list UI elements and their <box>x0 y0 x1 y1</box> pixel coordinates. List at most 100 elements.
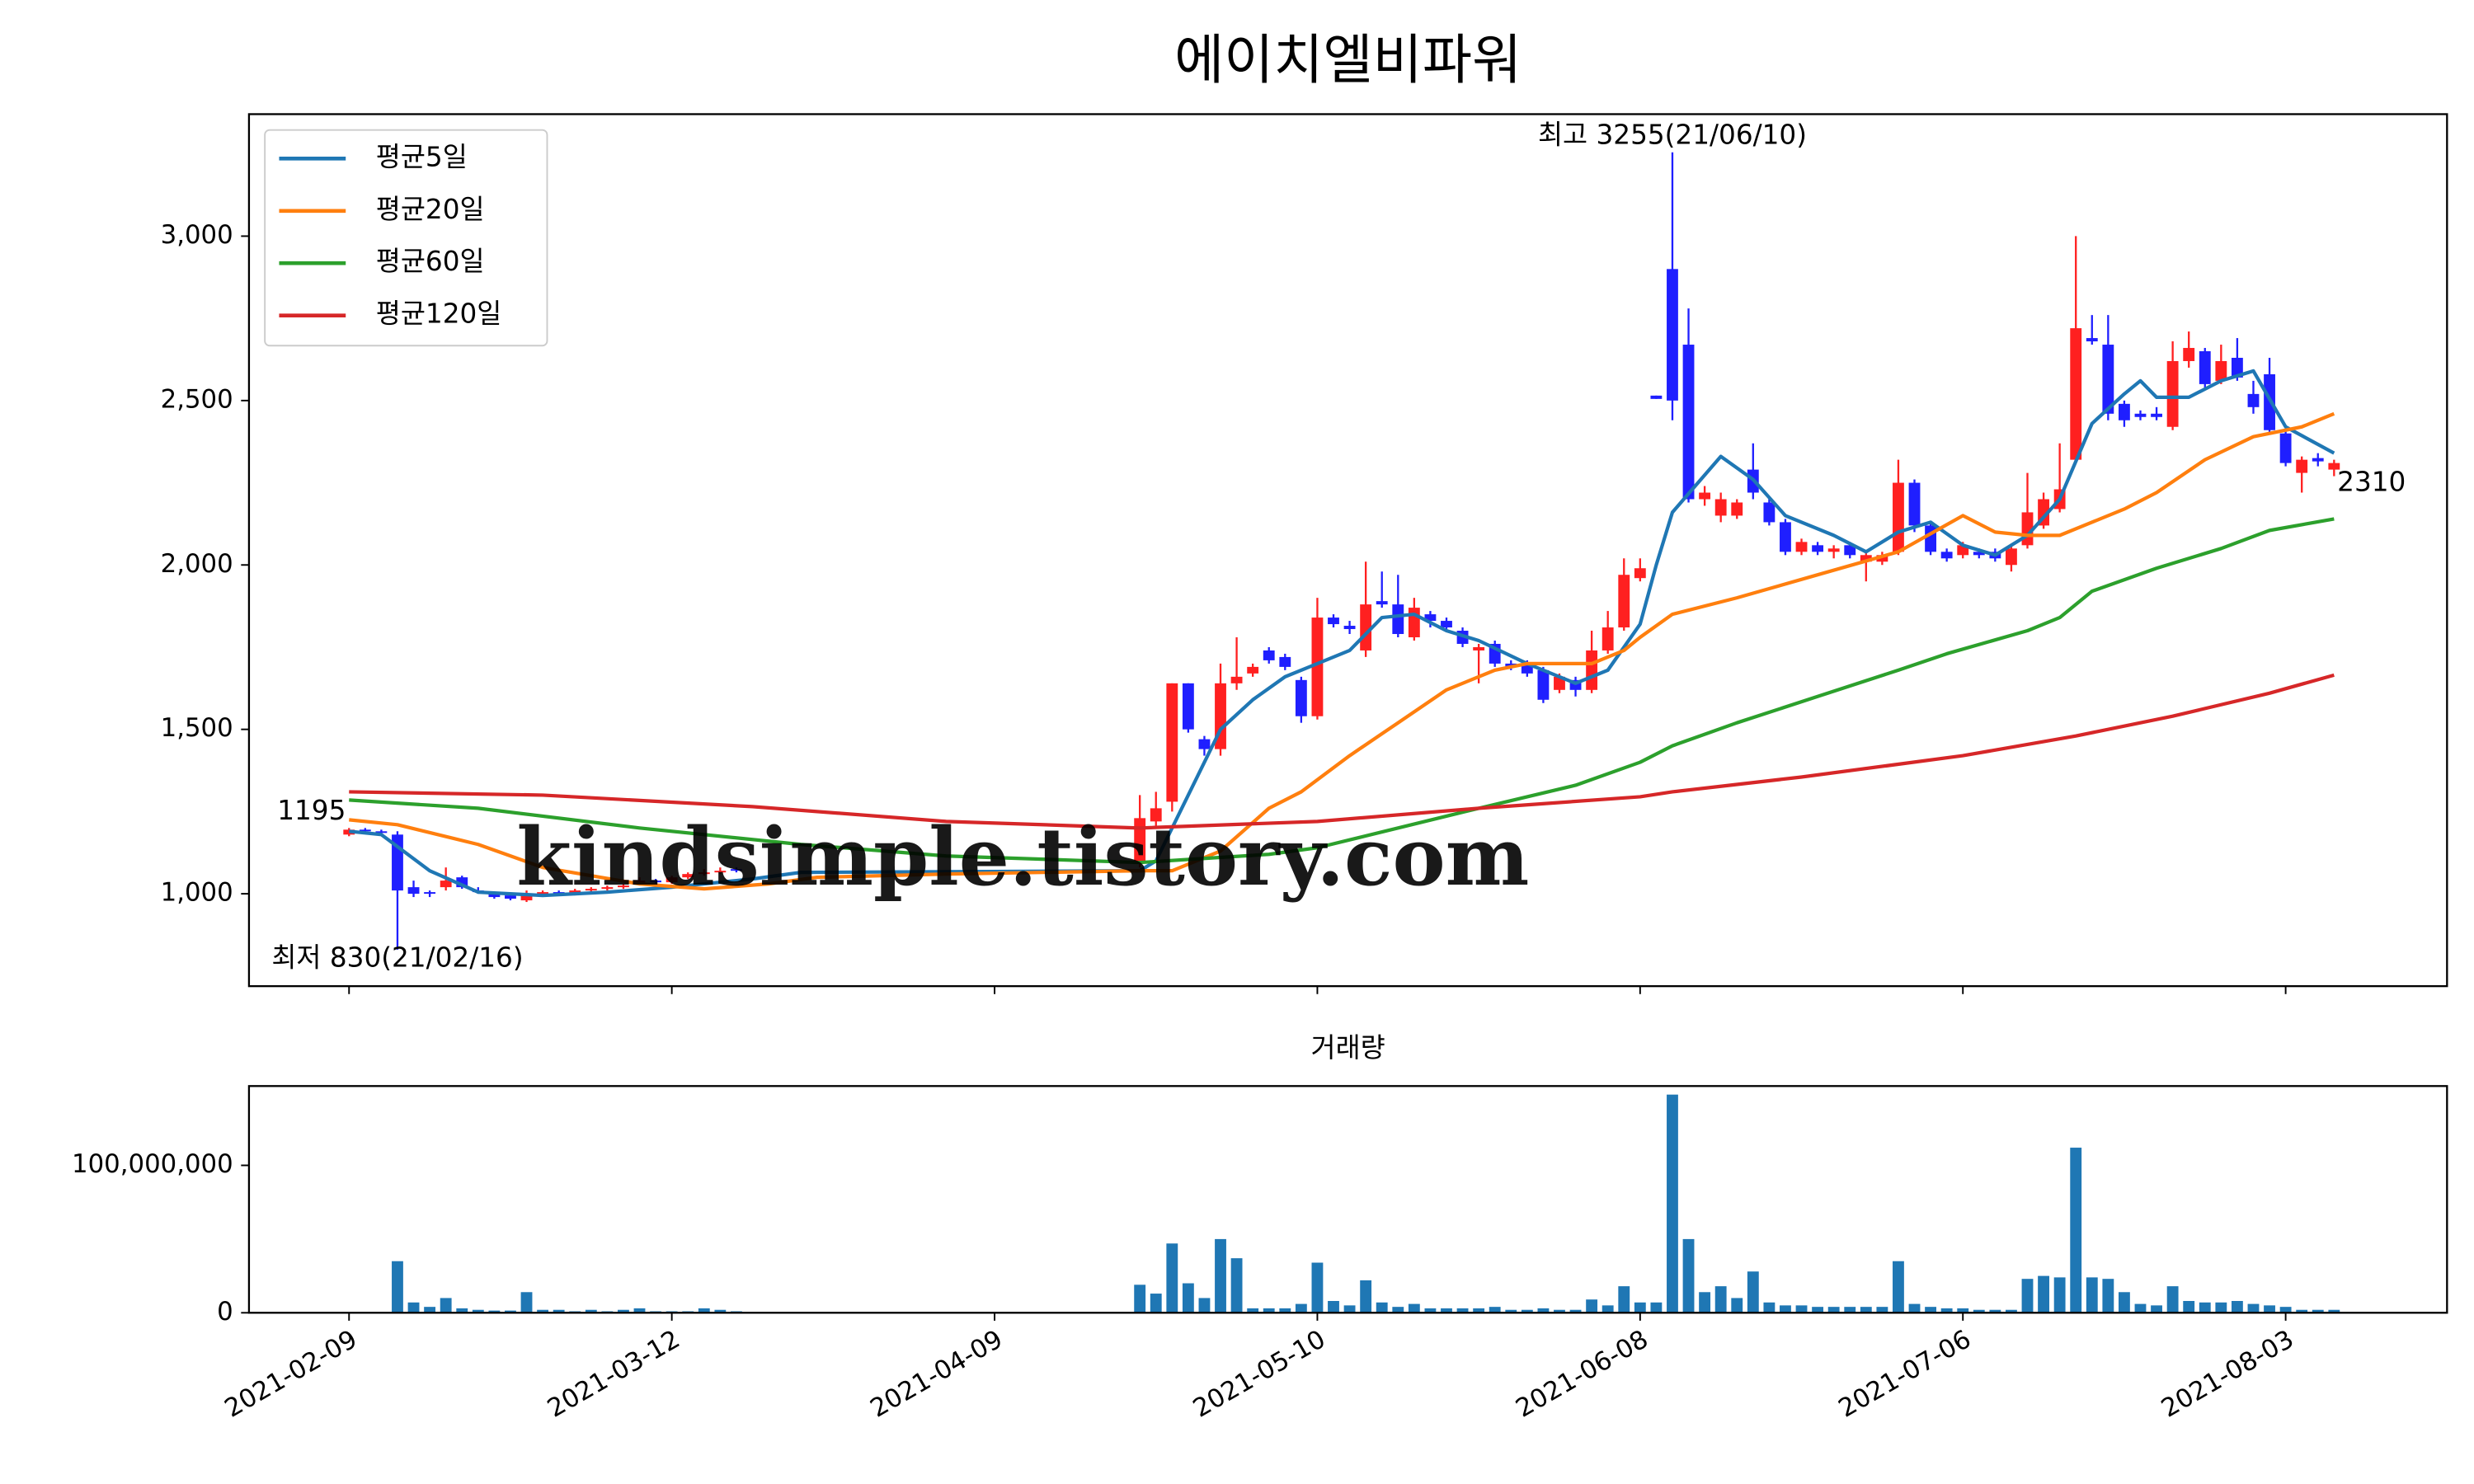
candle-body <box>1860 555 1872 562</box>
y-tick-label: 1,500 <box>161 713 233 743</box>
volume-bar <box>1827 1307 1840 1313</box>
volume-bar <box>2038 1275 2049 1313</box>
volume-bar <box>633 1308 646 1313</box>
candle-body <box>1908 482 1921 526</box>
volume-bar <box>1860 1307 1872 1313</box>
candle-body <box>1473 646 1485 650</box>
y-tick-label: 2,500 <box>161 384 233 414</box>
candle-body <box>359 829 371 832</box>
volume-bar <box>1780 1305 1791 1313</box>
volume-bar <box>585 1309 597 1313</box>
volume-bar <box>2247 1303 2260 1313</box>
volume-bar <box>1667 1094 1678 1313</box>
volume-bar <box>1343 1305 1356 1313</box>
candle-body <box>1360 604 1372 650</box>
candle-body <box>1279 656 1291 667</box>
annotation: 최저 830(21/02/16) <box>271 942 523 973</box>
candle-body <box>1973 552 1985 556</box>
volume-bar <box>1441 1308 1452 1313</box>
volume-bars <box>343 1094 2340 1313</box>
volume-bar <box>1166 1243 1178 1313</box>
candle-body <box>1537 669 1550 700</box>
volume-bar <box>2279 1307 2292 1313</box>
candle-body <box>1392 604 1404 635</box>
candle-body <box>1893 482 1904 552</box>
candle-body <box>2199 351 2211 384</box>
volume-bar <box>1554 1309 1565 1313</box>
volume-bar <box>698 1308 710 1313</box>
candle-body <box>2070 328 2082 460</box>
candle-body <box>1376 601 1388 605</box>
volume-bar <box>2134 1303 2147 1313</box>
volume-bar <box>1295 1303 1307 1313</box>
candle-body <box>2312 458 2324 462</box>
volume-bar <box>1134 1284 1146 1313</box>
candle-body <box>1521 663 1533 674</box>
volume-bar <box>1408 1303 1420 1313</box>
annotation: 2310 <box>2337 467 2406 498</box>
volume-bar <box>1893 1261 1904 1313</box>
volume-bar <box>2053 1277 2066 1313</box>
volume-bar <box>1182 1283 1194 1313</box>
volume-title: 거래량 <box>1311 1032 1385 1064</box>
volume-bar <box>2231 1301 2243 1313</box>
candle-body <box>2183 348 2195 361</box>
candle-body <box>1247 666 1259 674</box>
volume-bar <box>1714 1286 1727 1313</box>
volume-bar <box>2118 1292 2130 1313</box>
candle-body <box>375 831 388 834</box>
volume-bar <box>424 1307 436 1313</box>
candle-body <box>456 877 468 888</box>
candle-body <box>1812 545 1824 552</box>
volume-bar <box>1198 1298 1211 1313</box>
volume-bar <box>1263 1308 1275 1313</box>
volume-bar <box>2296 1309 2308 1313</box>
volume-bar <box>488 1310 501 1313</box>
volume-bar <box>1489 1307 1501 1313</box>
candle-body <box>1230 676 1243 683</box>
volume-bar <box>2086 1277 2098 1313</box>
candle-body <box>1763 502 1776 523</box>
volume-bar <box>1586 1299 1598 1313</box>
volume-bar <box>520 1292 533 1313</box>
volume-bar <box>2166 1286 2179 1313</box>
volume-bar <box>440 1298 452 1313</box>
volume-bar <box>1328 1301 1339 1313</box>
volume-bar <box>2312 1309 2324 1313</box>
candle-body <box>1957 545 1969 556</box>
candle-body <box>488 894 501 898</box>
candle-body <box>1198 739 1211 749</box>
volume-bar <box>1376 1302 1388 1313</box>
volume-bar <box>1731 1298 1743 1313</box>
volume-bar <box>1682 1238 1695 1313</box>
volume-bar <box>1537 1308 1550 1313</box>
legend-label: 평균120일 <box>376 298 502 330</box>
volume-bar <box>1989 1309 2001 1313</box>
volume-bar <box>1812 1307 1824 1313</box>
moving-average-line <box>349 673 2335 830</box>
candle-body <box>2134 413 2147 417</box>
candle-body <box>505 895 516 899</box>
volume-bar <box>1618 1286 1630 1313</box>
volume-bar <box>1634 1302 1646 1313</box>
volume-bar <box>456 1308 468 1313</box>
candle-body <box>1634 568 1646 579</box>
candle-body <box>682 874 694 878</box>
volume-bar <box>537 1309 549 1313</box>
volume-bar <box>2183 1301 2195 1313</box>
volume-bar <box>1925 1307 1937 1313</box>
candle-body <box>731 869 742 871</box>
volume-axes-frame <box>247 1085 2448 1314</box>
volume-bar <box>1150 1294 1162 1313</box>
volume-bar <box>618 1309 629 1313</box>
volume-bar <box>2199 1302 2211 1313</box>
candle-body <box>1182 683 1194 730</box>
volume-bar <box>2102 1279 2114 1313</box>
volume-bar <box>407 1302 420 1313</box>
moving-average-line <box>349 411 2335 891</box>
volume-bar <box>2215 1302 2227 1313</box>
moving-average-line <box>349 517 2335 865</box>
candle-body <box>650 881 662 883</box>
